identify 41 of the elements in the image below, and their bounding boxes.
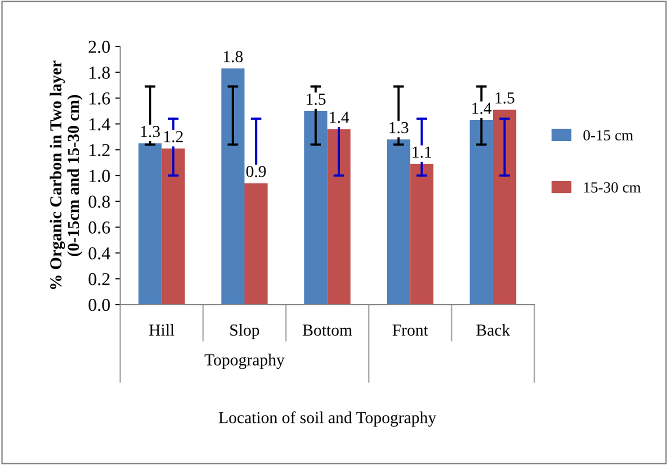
y-tick-label: 0.4 bbox=[88, 247, 110, 260]
data-label: 1.3 bbox=[141, 126, 160, 138]
x-tick-label: Hill bbox=[149, 324, 174, 336]
x-tick-label: Slop bbox=[230, 324, 260, 340]
y-tick-label: 1.0 bbox=[90, 170, 110, 182]
data-label: 1.4 bbox=[330, 112, 350, 123]
bar bbox=[470, 120, 493, 305]
x-tick-label: Bottom bbox=[302, 324, 352, 336]
y-tick-label: 0.6 bbox=[88, 221, 110, 234]
text: Topography bbox=[204, 354, 285, 369]
data-label: 1.5 bbox=[496, 92, 514, 104]
y-tick-label: 0.0 bbox=[88, 298, 110, 312]
data-label: 1.2 bbox=[164, 131, 183, 142]
y-axis-title: % Organic Carbon in Two layer (0-15cm and 15-30 cm) bbox=[50, 60, 82, 290]
data-label: 1.1 bbox=[412, 146, 432, 158]
data-label: 1.5 bbox=[306, 94, 326, 105]
bar bbox=[221, 68, 244, 305]
legend-label: 0-15 cm bbox=[583, 130, 634, 140]
y-tick-label: 1.8 bbox=[90, 66, 110, 79]
bar bbox=[244, 183, 268, 305]
y-tick-label: 1.2 bbox=[90, 144, 110, 156]
x-tick-label: Back bbox=[476, 324, 510, 336]
y-tick-label: 2.0 bbox=[88, 40, 110, 54]
data-label: 1.4 bbox=[472, 102, 492, 114]
data-label: 1.3 bbox=[390, 122, 408, 134]
bar bbox=[410, 164, 434, 305]
x-tick-label: Front bbox=[392, 324, 428, 336]
bar bbox=[304, 111, 328, 305]
bar bbox=[162, 148, 185, 305]
x-axis-title: Location of soil and Topography bbox=[218, 411, 436, 427]
data-label: 1.8 bbox=[224, 51, 243, 62]
y-tick-label: 0.2 bbox=[88, 273, 110, 286]
y-tick-label: 1.4 bbox=[90, 118, 110, 130]
legend-label: 15-30 cm bbox=[584, 182, 641, 193]
bar bbox=[138, 143, 162, 305]
bar bbox=[386, 139, 410, 305]
bar bbox=[327, 129, 351, 305]
y-tick-label: 0.8 bbox=[88, 196, 110, 208]
y-tick-label: 1.6 bbox=[90, 92, 110, 105]
bar bbox=[492, 110, 516, 305]
data-label: 0.9 bbox=[246, 166, 266, 178]
